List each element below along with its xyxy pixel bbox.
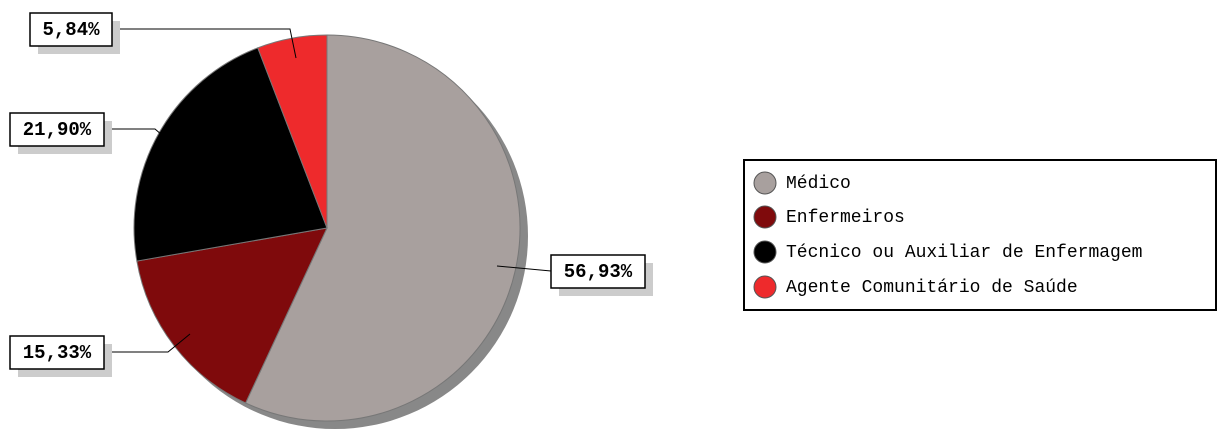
legend-marker [753, 275, 777, 299]
legend-marker [753, 205, 777, 229]
label-box [9, 112, 105, 147]
legend-label: Médico [786, 174, 851, 194]
leader-line [104, 128, 163, 136]
pie-slice [244, 34, 521, 422]
label-box [550, 254, 646, 289]
legend-marker [753, 171, 777, 195]
leader-line [112, 28, 297, 59]
leader-line [104, 333, 191, 353]
legend-label: Técnico ou Auxiliar de Enfermagem [786, 243, 1142, 263]
label-box [29, 12, 113, 47]
label-box [9, 335, 105, 370]
data-label: 56,93% [564, 261, 633, 283]
legend-label: Agente Comunitário de Saúde [786, 278, 1078, 298]
data-label: 5,84% [42, 19, 100, 41]
legend-marker [753, 240, 777, 264]
legend-box [743, 159, 1217, 311]
data-label: 21,90% [23, 119, 92, 141]
pie-slice [136, 227, 328, 404]
data-label: 15,33% [23, 342, 92, 364]
legend-label: Enfermeiros [786, 208, 905, 228]
leader-line [496, 265, 552, 272]
